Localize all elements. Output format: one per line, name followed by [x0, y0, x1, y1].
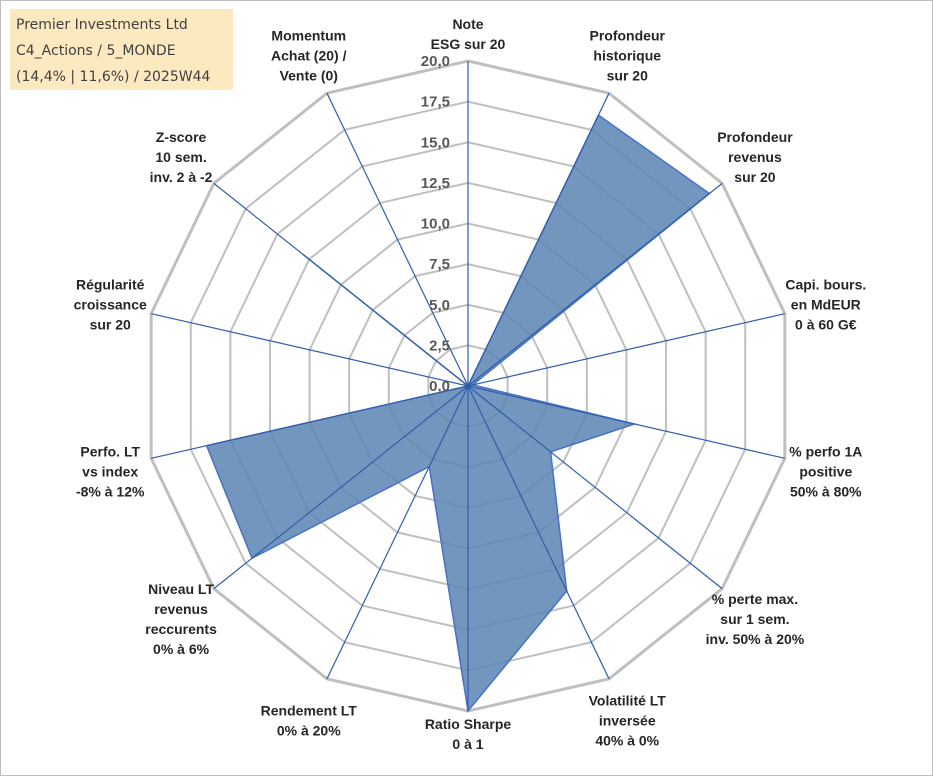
tick-label: 20,0	[421, 53, 450, 70]
axis-spoke	[151, 385, 469, 459]
axis-spoke	[467, 313, 785, 387]
portfolio-path: C4_Actions / 5_MONDE	[16, 43, 176, 59]
info-box: Premier Investments Ltd C4_Actions / 5_M…	[10, 9, 233, 90]
axis-spoke	[326, 385, 469, 680]
axis-label: Profondeur revenus sur 20	[717, 129, 793, 185]
company-name: Premier Investments Ltd	[16, 17, 188, 33]
axis-label: Profondeur historique sur 20	[590, 27, 666, 83]
axis-label: Capi. bours. en MdEUR 0 à 60 G€	[785, 276, 866, 332]
performance-week: (14,4% | 11,6%) / 2025W44	[16, 69, 211, 85]
tick-label: 0,0	[429, 378, 450, 395]
axis-label: % perfo 1A positive 50% à 80%	[789, 444, 862, 500]
tick-label: 2,5	[429, 337, 450, 354]
axis-label: Régularité croissance sur 20	[74, 276, 147, 332]
axis-spoke	[467, 385, 723, 590]
tick-label: 15,0	[421, 134, 450, 151]
axis-spoke	[326, 92, 469, 387]
tick-label: 5,0	[429, 297, 450, 314]
axis-spoke	[467, 385, 610, 680]
axis-label: Ratio Sharpe 0 à 1	[425, 716, 512, 752]
tick-label: 17,5	[421, 94, 450, 111]
tick-label: 10,0	[421, 216, 450, 233]
tick-label: 7,5	[429, 256, 450, 273]
axis-label: Z-score 10 sem. inv. 2 à -2	[150, 129, 213, 185]
axis-spoke	[467, 92, 610, 387]
axis-label: Perfo. LT vs index -8% à 12%	[76, 444, 145, 500]
axis-spoke	[213, 182, 469, 387]
axis-label: Volatilité LT inversée 40% à 0%	[589, 693, 667, 749]
axis-label: Rendement LT 0% à 20%	[261, 703, 358, 739]
axis-spoke	[151, 313, 469, 387]
axis-spoke	[213, 385, 469, 590]
axis-label: Momentum Achat (20) / Vente (0)	[271, 27, 347, 83]
axis-label: % perte max. sur 1 sem. inv. 50% à 20%	[706, 591, 805, 647]
axis-label: Note ESG sur 20	[431, 16, 506, 52]
axis-spoke	[467, 182, 723, 387]
axis-spoke	[467, 385, 785, 459]
series-area	[205, 114, 711, 713]
tick-label: 12,5	[421, 175, 450, 192]
axis-label: Niveau LT revenus reccurents 0% à 6%	[145, 581, 217, 657]
